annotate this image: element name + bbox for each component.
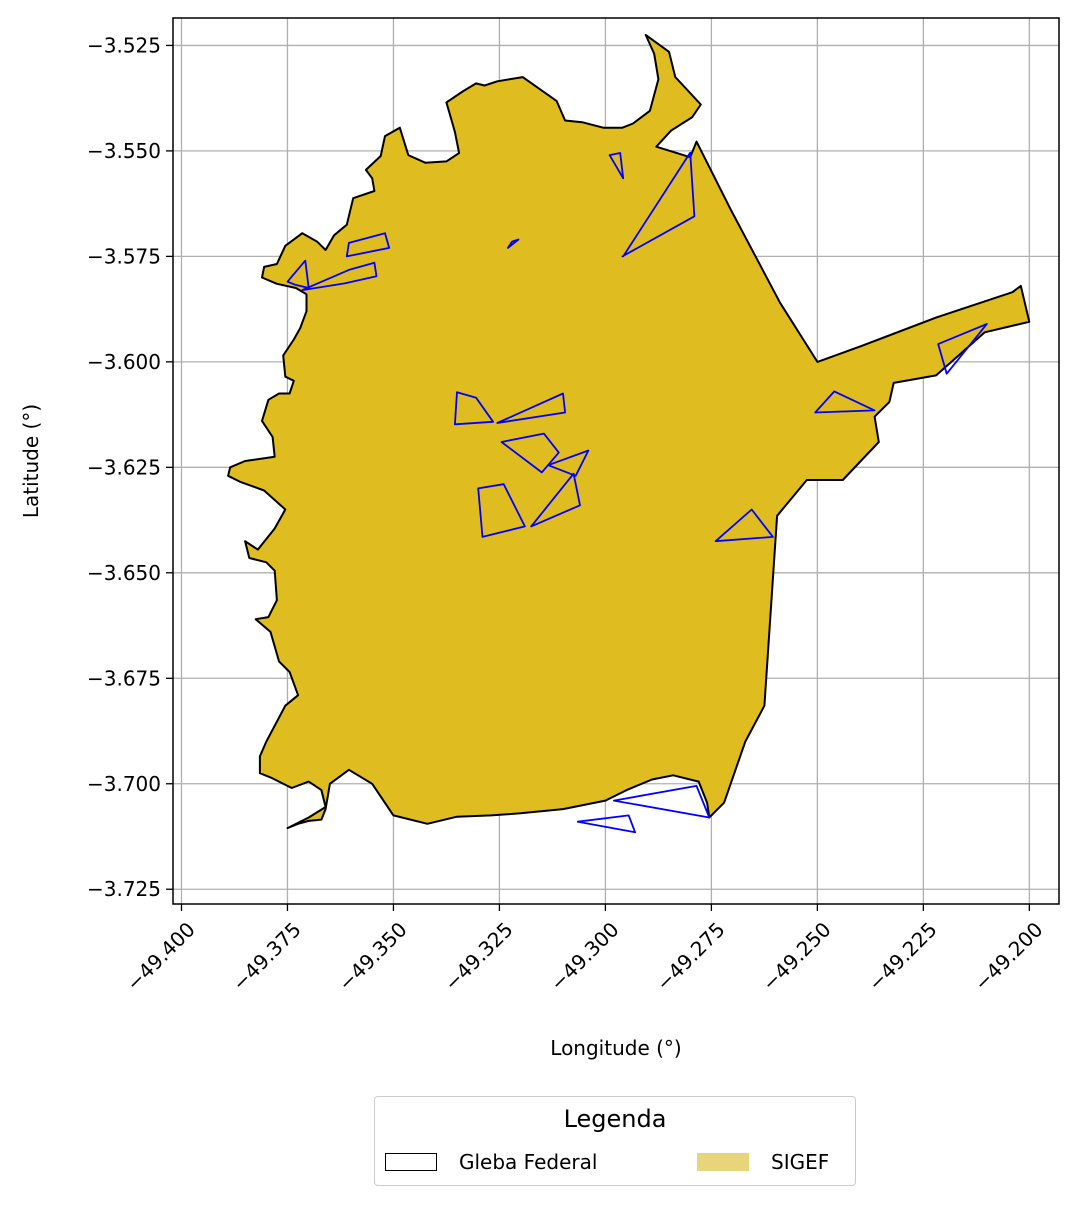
sigef-parcel (530, 472, 581, 528)
y-tick-label: −3.525 (87, 33, 161, 57)
plot-frame (172, 17, 1060, 905)
x-tick-label: −49.300 (545, 917, 623, 995)
sigef-parcel (453, 391, 495, 426)
legend-label-gleba-federal: Gleba Federal (459, 1150, 598, 1174)
x-axis-ticks: −49.400 −49.375 −49.350 −49.325 −49.300 −49.2… (121, 904, 1048, 996)
gleba-federal-polygon (227, 33, 1031, 830)
x-tick-label: −49.325 (439, 917, 517, 995)
y-tick-label: −3.725 (87, 877, 161, 901)
legend-label-sigef: SIGEF (771, 1150, 830, 1174)
y-tick-label: −3.600 (87, 350, 161, 374)
x-tick-label: −49.225 (863, 917, 941, 995)
y-tick-label: −3.700 (87, 772, 161, 796)
sigef-parcel (477, 483, 526, 538)
sigef-parcel (576, 814, 636, 834)
sigef-parcel (608, 152, 625, 180)
y-axis-title: Latitude (°) (19, 404, 43, 518)
sigef-parcel (345, 232, 391, 258)
sigef-parcels-layer (286, 151, 988, 834)
y-tick-label: −3.550 (87, 139, 161, 163)
x-tick-label: −49.400 (121, 917, 199, 995)
x-tick-label: −49.275 (651, 917, 729, 995)
y-tick-label: −3.575 (87, 244, 161, 268)
sigef-parcel (613, 785, 711, 819)
sigef-parcel (937, 322, 988, 375)
x-tick-label: −49.350 (333, 917, 411, 995)
legend-swatch-sigef (697, 1153, 749, 1171)
sigef-parcel (496, 392, 566, 424)
sigef-parcel (547, 449, 590, 477)
sigef-parcel (714, 508, 774, 543)
x-tick-label: −49.375 (227, 917, 305, 995)
y-tick-label: −3.650 (87, 561, 161, 585)
legend: Legenda Gleba Federal SIGEF (374, 1096, 856, 1186)
sigef-parcel (301, 261, 378, 292)
x-tick-label: −49.250 (757, 917, 835, 995)
sigef-parcel (500, 432, 560, 474)
legend-title: Legenda (563, 1105, 667, 1133)
y-axis-ticks: −3.525 −3.550 −3.575 −3.600 −3.625 −3.650 −3.6… (87, 33, 173, 901)
y-tick-label: −3.675 (87, 666, 161, 690)
x-tick-label: −49.200 (969, 917, 1047, 995)
x-axis-title: Longitude (°) (550, 1036, 681, 1060)
gleba-federal-layer (227, 33, 1031, 830)
y-tick-label: −3.625 (87, 455, 161, 479)
sigef-parcel (621, 151, 696, 258)
sigef-parcel (814, 390, 876, 414)
sigef-parcel (506, 238, 520, 249)
legend-swatch-gleba-federal (385, 1153, 437, 1171)
